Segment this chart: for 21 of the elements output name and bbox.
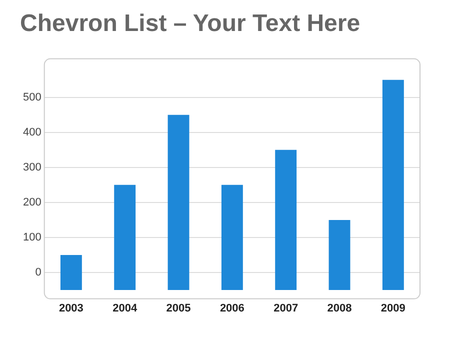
bar	[168, 114, 190, 290]
x-tick-label: 2009	[380, 302, 406, 314]
y-tick-label: 200	[22, 196, 42, 208]
x-tick-label: 2007	[274, 302, 298, 314]
x-tick-label: 2006	[220, 302, 244, 314]
y-tick-label: 300	[22, 161, 42, 174]
bar	[328, 220, 350, 290]
x-tick-label: 2003	[58, 302, 84, 314]
x-tick-label: 2005	[166, 302, 191, 314]
y-tick-label: 100	[22, 232, 42, 244]
y-tick-label: 400	[22, 126, 42, 138]
x-tick-label: 2004	[112, 302, 138, 314]
bar	[114, 184, 136, 290]
chart-title: Chevron List – Your Text Here	[20, 10, 360, 38]
y-tick-label: 500	[22, 91, 42, 104]
bar	[60, 255, 82, 290]
x-tick-label: 2008	[327, 302, 352, 314]
y-tick-label: 0	[35, 266, 42, 279]
bar	[221, 184, 243, 290]
bar	[275, 150, 297, 290]
bar	[382, 80, 404, 290]
